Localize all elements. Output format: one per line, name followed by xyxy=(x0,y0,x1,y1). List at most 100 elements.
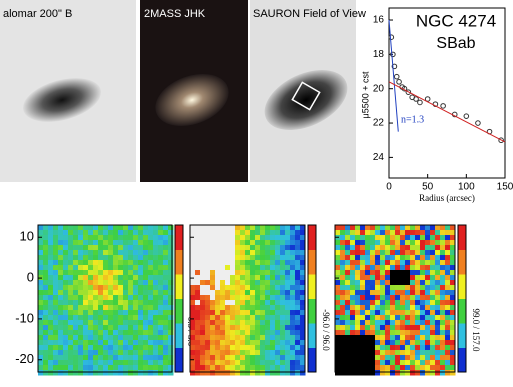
map-tile xyxy=(400,260,406,266)
map-tile xyxy=(163,300,169,306)
map-tile xyxy=(220,225,226,231)
map-tile xyxy=(440,330,446,336)
map-tile xyxy=(63,335,69,341)
map-tile xyxy=(108,285,114,291)
map-tile xyxy=(53,265,59,271)
map-tile xyxy=(275,280,281,286)
map-tile xyxy=(440,245,446,251)
map-tile xyxy=(118,340,124,346)
map-tile xyxy=(235,305,241,311)
map-tile xyxy=(63,320,69,326)
map-tile xyxy=(360,280,366,286)
map-tile xyxy=(190,295,196,301)
map-tile xyxy=(48,370,54,376)
map-tile xyxy=(355,340,361,346)
map-tile xyxy=(153,300,159,306)
map-tile xyxy=(73,300,79,306)
map-tile xyxy=(430,360,436,366)
map-tile xyxy=(260,250,266,256)
map-tile xyxy=(450,250,456,256)
map-tile xyxy=(48,360,54,366)
map-tile xyxy=(53,320,59,326)
map-tile xyxy=(265,290,271,296)
map-tile xyxy=(275,230,281,236)
map-tile xyxy=(250,225,256,231)
map-tile xyxy=(280,225,286,231)
map-tile xyxy=(143,370,149,376)
map-tile xyxy=(270,370,276,376)
data-point xyxy=(440,103,446,109)
map-tile xyxy=(440,345,446,351)
map-tile xyxy=(128,290,134,296)
map-tile xyxy=(168,365,174,371)
map-tile xyxy=(390,280,396,286)
map-tile xyxy=(93,260,99,266)
map-tile xyxy=(300,330,306,336)
map-tile xyxy=(43,255,49,261)
map-tile xyxy=(450,255,456,261)
optical-image: alomar 200" B xyxy=(0,0,136,182)
map-tile xyxy=(88,310,94,316)
map-tile xyxy=(245,240,251,246)
map-tile xyxy=(133,230,139,236)
map-tile xyxy=(400,285,406,291)
map-tile xyxy=(290,285,296,291)
map-tile xyxy=(153,325,159,331)
map-tile xyxy=(420,245,426,251)
map-tile xyxy=(93,350,99,356)
map-tile xyxy=(225,305,231,311)
map-tile xyxy=(270,355,276,361)
map-tile xyxy=(445,250,451,256)
map-tile xyxy=(128,240,134,246)
map-tile xyxy=(88,230,94,236)
map-tile xyxy=(143,325,149,331)
map-tile xyxy=(260,365,266,371)
map-tile xyxy=(43,235,49,241)
map-tile xyxy=(425,355,431,361)
map-tile xyxy=(400,325,406,331)
map-tile xyxy=(73,360,79,366)
map-tile xyxy=(53,325,59,331)
map-tile xyxy=(285,315,291,321)
map-tile xyxy=(430,260,436,266)
map-tile xyxy=(295,270,301,276)
map-frame xyxy=(189,224,306,373)
map-tile xyxy=(355,320,361,326)
map-tile xyxy=(235,320,241,326)
map-tile xyxy=(153,295,159,301)
map-tile xyxy=(108,275,114,281)
map-tile xyxy=(83,295,89,301)
map-tile xyxy=(200,305,206,311)
map-tile xyxy=(380,355,386,361)
map-tile xyxy=(63,275,69,281)
map-tile xyxy=(68,270,74,276)
map-tile xyxy=(138,315,144,321)
map-tile xyxy=(275,335,281,341)
map-tile xyxy=(390,305,396,311)
map-tile xyxy=(108,280,114,286)
map-tile xyxy=(405,330,411,336)
map-tile xyxy=(78,310,84,316)
map-tile xyxy=(73,260,79,266)
map-tile xyxy=(68,310,74,316)
map-tile xyxy=(365,230,371,236)
map-tile xyxy=(275,365,281,371)
map-tile xyxy=(425,235,431,241)
map-tile xyxy=(355,275,361,281)
map-tile xyxy=(400,270,406,276)
colorbar-step xyxy=(175,347,183,373)
map-tile xyxy=(128,320,134,326)
map-tile xyxy=(230,330,236,336)
map-tile xyxy=(143,320,149,326)
map-tile xyxy=(190,245,196,251)
map-tile xyxy=(430,325,436,331)
map-tile xyxy=(220,285,226,291)
map-tile xyxy=(98,365,104,371)
map-tile xyxy=(370,325,376,331)
map-tile xyxy=(98,370,104,376)
map-tile xyxy=(163,355,169,361)
map-tile xyxy=(205,340,211,346)
map-tile xyxy=(300,360,306,366)
map-tile xyxy=(205,270,211,276)
map-tile xyxy=(153,345,159,351)
